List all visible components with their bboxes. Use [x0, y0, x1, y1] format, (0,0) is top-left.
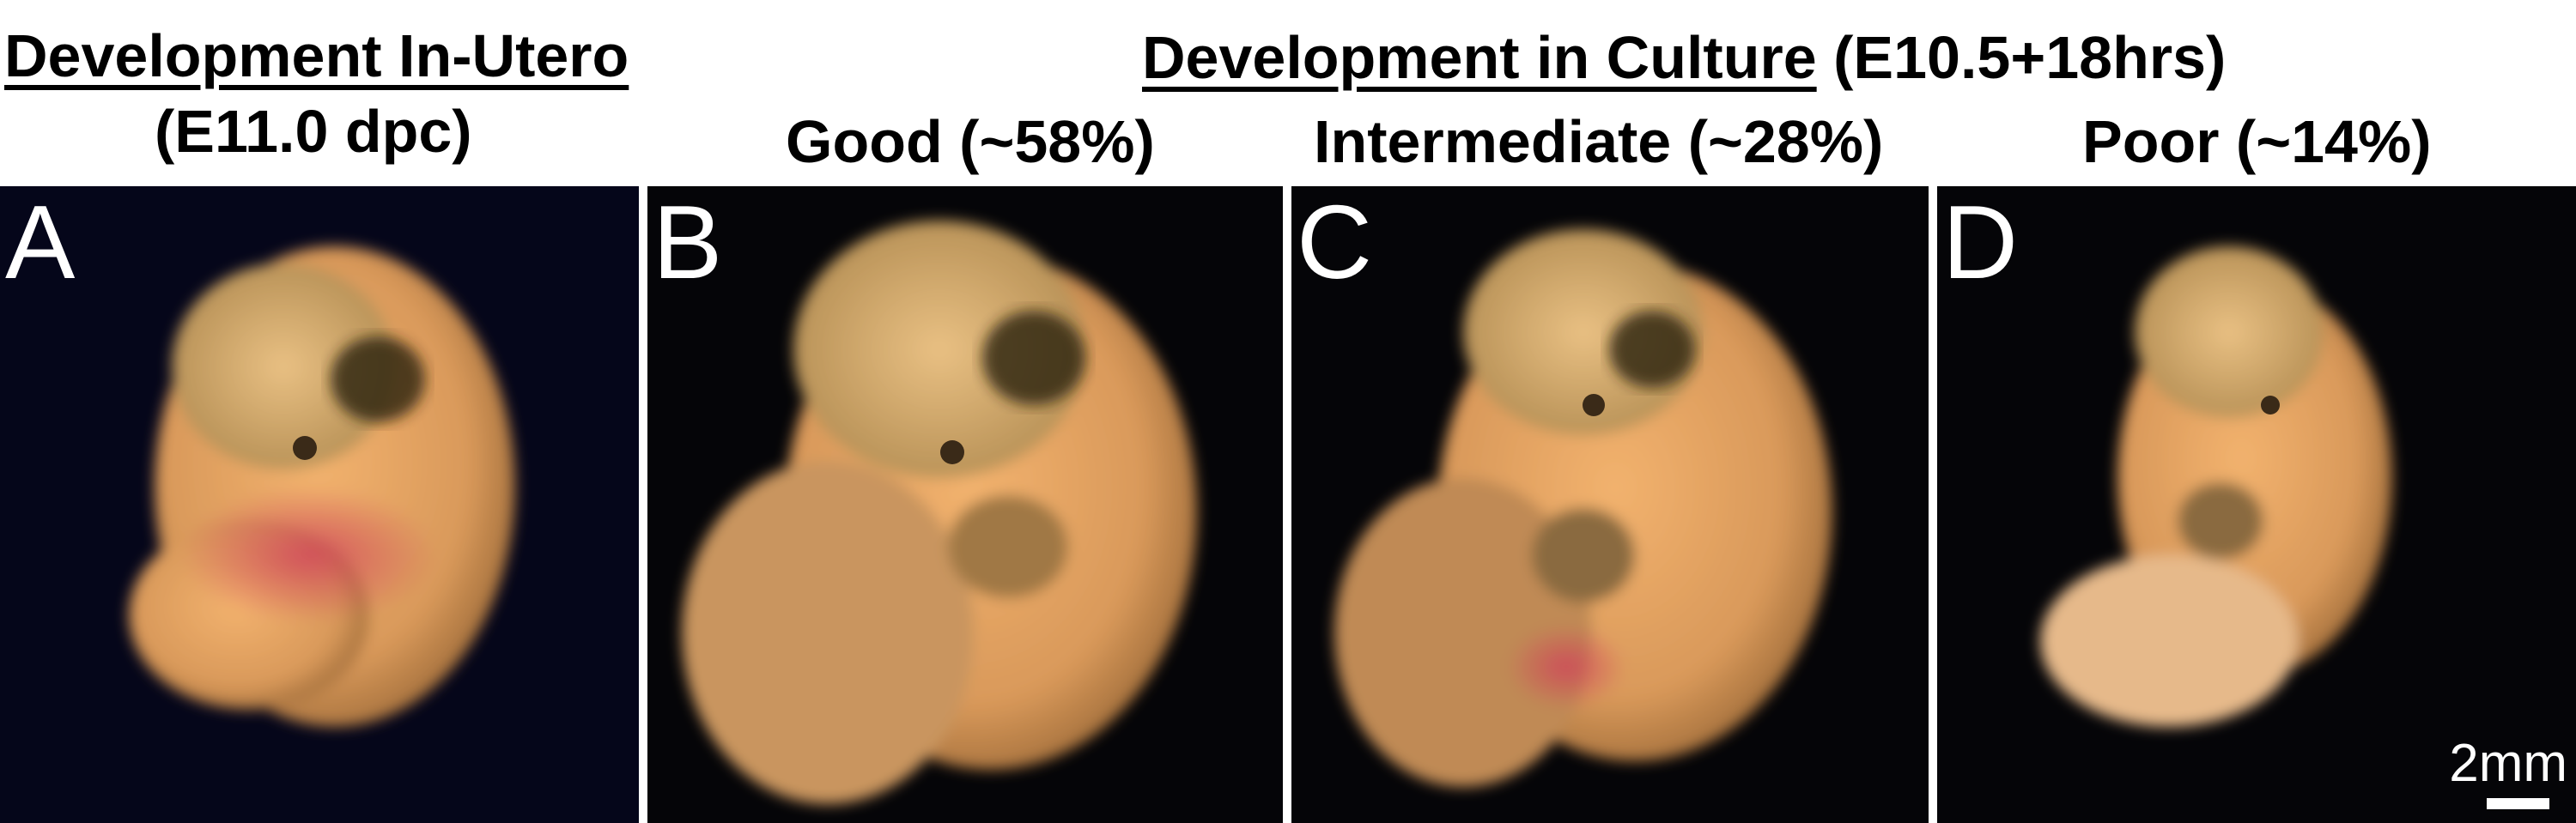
culture-title: Development in Culture: [1142, 24, 1817, 91]
panel-c-label: Intermediate (~28%): [1314, 108, 1884, 175]
embryo-image-a: [129, 246, 515, 727]
panel-d: D 2mm: [1937, 186, 2576, 823]
embryo-image-d: [2040, 246, 2392, 727]
panel-letter-d: D: [1942, 186, 2019, 300]
in-utero-title: Development In-Utero: [4, 22, 629, 89]
in-utero-subtitle: (E11.0 dpc): [155, 98, 472, 165]
panel-letter-c: C: [1297, 186, 1373, 300]
panel-letter-b: B: [653, 186, 723, 300]
embryo-image-c: [1334, 229, 1832, 787]
panel-b-label: Good (~58%): [786, 108, 1155, 175]
embryo-image-b: [682, 221, 1197, 804]
culture-condition: (E10.5+18hrs): [1833, 24, 2227, 91]
panel-letter-a: A: [5, 186, 76, 300]
panel-c: C: [1291, 186, 1929, 823]
scale-bar: [2487, 798, 2549, 809]
panel-b: B: [647, 186, 1283, 823]
scale-bar-label: 2mm: [2449, 734, 2567, 793]
culture-header: Development in Culture (E10.5+18hrs): [1142, 27, 2226, 88]
panel-a: A: [0, 186, 639, 823]
panel-d-label: Poor (~14%): [2082, 108, 2432, 175]
